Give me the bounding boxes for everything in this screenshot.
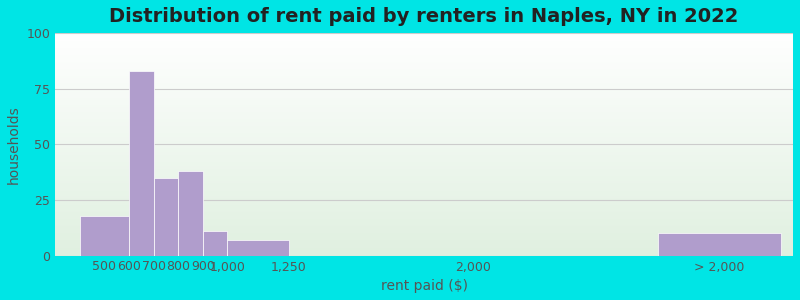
Bar [129,71,154,256]
Y-axis label: households: households [7,105,21,184]
Title: Distribution of rent paid by renters in Naples, NY in 2022: Distribution of rent paid by renters in … [110,7,739,26]
Bar [80,216,129,256]
Bar [203,231,227,256]
Bar [154,178,178,256]
Bar [178,171,203,256]
X-axis label: rent paid ($): rent paid ($) [381,279,468,293]
Bar [227,240,289,256]
Bar [658,233,781,256]
